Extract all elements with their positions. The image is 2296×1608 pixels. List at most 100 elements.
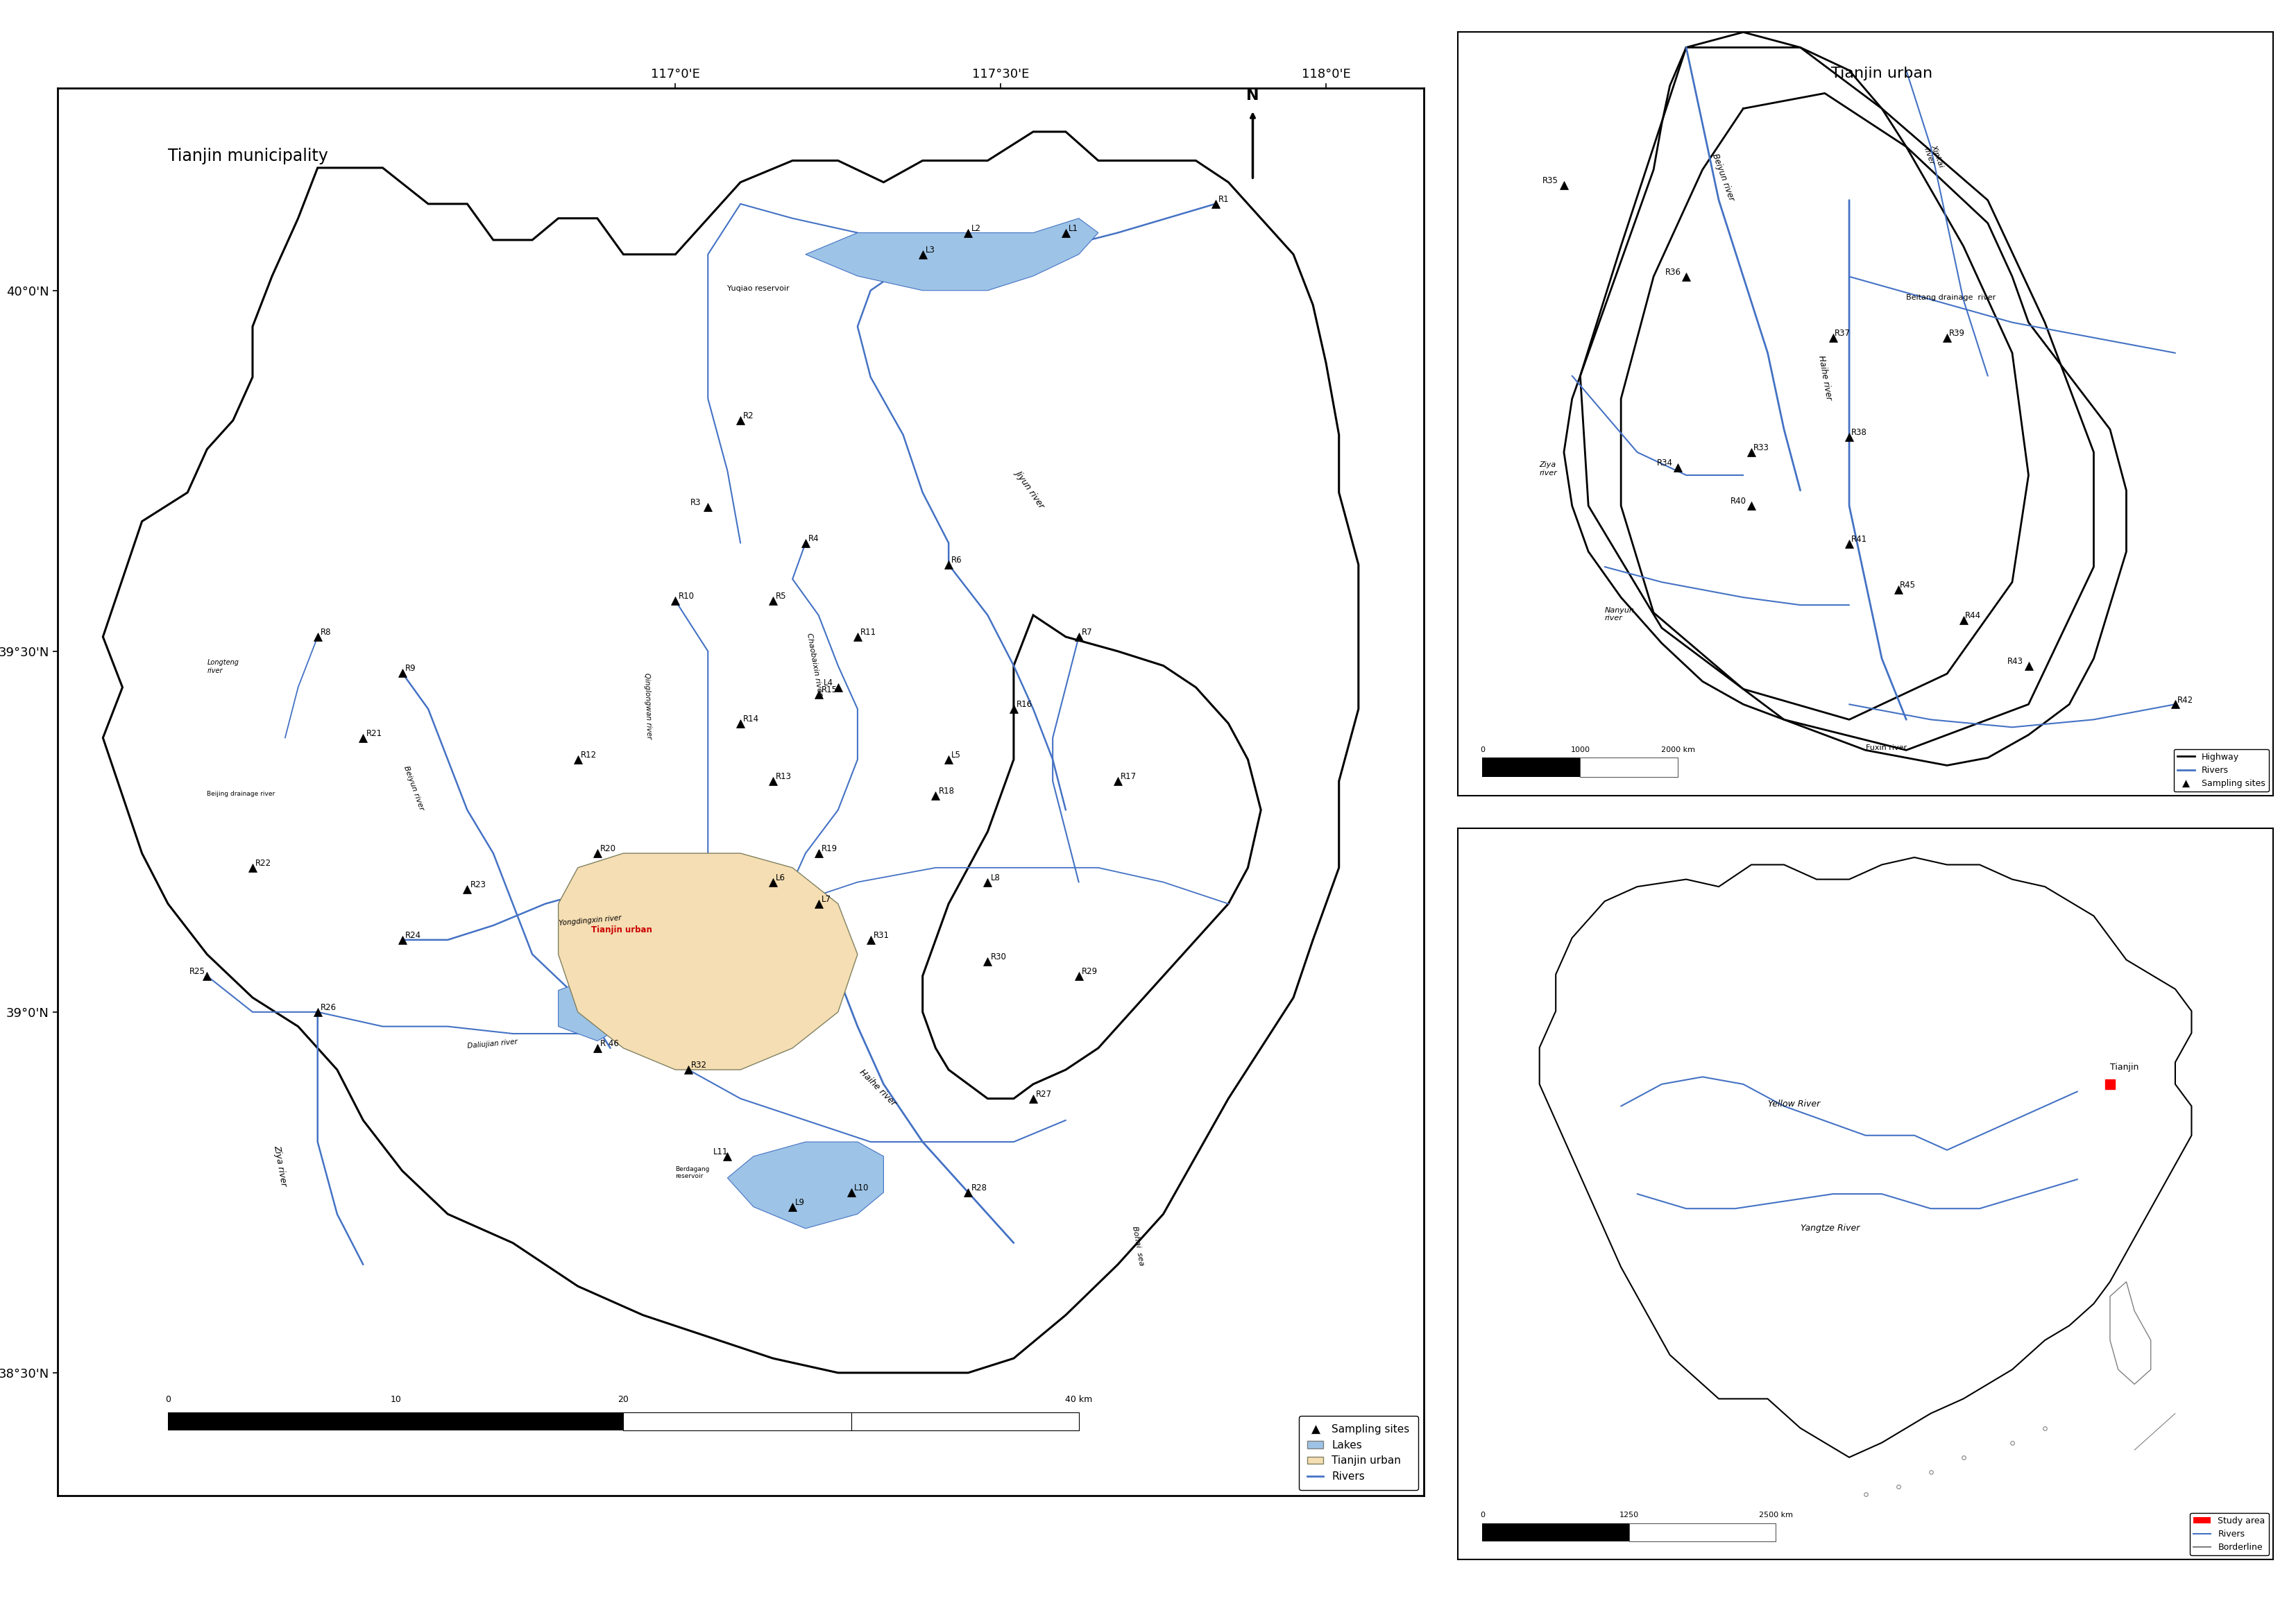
Text: Fuxin river: Fuxin river: [1864, 745, 1906, 751]
Text: 40 km: 40 km: [1065, 1394, 1093, 1404]
Polygon shape: [1564, 32, 2126, 765]
Text: R24: R24: [404, 931, 420, 941]
Text: R22: R22: [255, 859, 271, 868]
Text: 20: 20: [618, 1394, 629, 1404]
Text: R43: R43: [2007, 658, 2023, 666]
Text: Daliujian river: Daliujian river: [468, 1039, 519, 1050]
Text: R21: R21: [365, 728, 381, 738]
Text: Beijing drainage river: Beijing drainage river: [207, 791, 276, 798]
Text: 0: 0: [165, 1394, 170, 1404]
Text: Tianjin municipality: Tianjin municipality: [168, 148, 328, 164]
Text: Yuqiao reservoir: Yuqiao reservoir: [728, 285, 790, 293]
Text: R20: R20: [599, 844, 615, 854]
Text: R12: R12: [581, 751, 597, 759]
Text: Tianjin urban: Tianjin urban: [590, 926, 652, 934]
Text: L6: L6: [776, 873, 785, 883]
Text: 2000 km: 2000 km: [1660, 746, 1694, 753]
Text: R36: R36: [1665, 267, 1681, 277]
Text: Ziya
river: Ziya river: [1538, 461, 1557, 476]
Text: R26: R26: [321, 1003, 338, 1011]
Polygon shape: [103, 132, 1359, 1373]
Text: R17: R17: [1120, 772, 1137, 781]
Text: R4: R4: [808, 534, 820, 544]
Text: R41: R41: [1851, 535, 1867, 544]
Text: L4: L4: [824, 679, 833, 688]
Text: L10: L10: [854, 1183, 868, 1193]
Text: R33: R33: [1754, 444, 1770, 452]
Text: R7: R7: [1081, 629, 1093, 637]
Text: Chaobaixin river: Chaobaixin river: [806, 632, 824, 696]
Text: R10: R10: [677, 592, 693, 601]
Text: R42: R42: [2177, 695, 2193, 704]
Text: R31: R31: [872, 931, 889, 941]
Text: Nanyun
river: Nanyun river: [1605, 606, 1635, 622]
Text: Tianjin urban: Tianjin urban: [1832, 68, 1933, 80]
Text: Xinkai
river: Xinkai river: [1922, 143, 1945, 170]
Text: Beitang drainage  river: Beitang drainage river: [1906, 294, 1995, 301]
Legend: Sampling sites, Lakes, Tianjin urban, Rivers: Sampling sites, Lakes, Tianjin urban, Ri…: [1300, 1415, 1419, 1491]
Text: L8: L8: [990, 873, 1001, 883]
Text: R8: R8: [321, 629, 331, 637]
Text: Yongdingxin river: Yongdingxin river: [558, 915, 622, 926]
Text: R23: R23: [471, 881, 487, 889]
Text: R11: R11: [861, 629, 877, 637]
Text: R5: R5: [776, 592, 788, 601]
Text: 0: 0: [1481, 1512, 1486, 1518]
Text: 10: 10: [390, 1394, 402, 1404]
Text: 2500 km: 2500 km: [1759, 1512, 1793, 1518]
Legend: Highway, Rivers, Sampling sites: Highway, Rivers, Sampling sites: [2174, 749, 2268, 791]
Text: Yellow River: Yellow River: [1768, 1100, 1821, 1108]
Text: R40: R40: [1731, 497, 1747, 507]
Text: N: N: [1247, 88, 1258, 103]
Text: L2: L2: [971, 224, 980, 233]
Text: 1250: 1250: [1619, 1512, 1639, 1518]
Polygon shape: [558, 976, 625, 1040]
Text: R2: R2: [744, 412, 753, 421]
Text: L11: L11: [714, 1148, 728, 1156]
Text: L9: L9: [794, 1198, 806, 1208]
Text: R44: R44: [1965, 611, 1981, 621]
Text: R35: R35: [1543, 175, 1559, 185]
Text: R45: R45: [1901, 580, 1915, 590]
Polygon shape: [1538, 857, 2190, 1457]
Text: R29: R29: [1081, 966, 1097, 976]
Text: L1: L1: [1068, 224, 1079, 233]
Text: R38: R38: [1851, 428, 1867, 437]
Text: Berdagang
reservoir: Berdagang reservoir: [675, 1166, 709, 1179]
Text: R39: R39: [1949, 328, 1965, 338]
Text: R37: R37: [1835, 328, 1851, 338]
Text: R16: R16: [1017, 699, 1033, 709]
Text: R9: R9: [404, 664, 416, 674]
Text: R30: R30: [990, 952, 1006, 962]
Text: R 46: R 46: [599, 1039, 620, 1048]
Text: Bohai  sea: Bohai sea: [1132, 1225, 1146, 1265]
Text: Yangtze River: Yangtze River: [1800, 1224, 1860, 1233]
Text: R27: R27: [1035, 1090, 1052, 1098]
Text: R3: R3: [691, 498, 700, 507]
Text: L7: L7: [822, 896, 831, 904]
Text: Beiyun river: Beiyun river: [402, 765, 425, 812]
Text: Haihe river: Haihe river: [859, 1068, 898, 1108]
Legend: Study area, Rivers, Borderline: Study area, Rivers, Borderline: [2190, 1513, 2268, 1555]
Polygon shape: [2110, 1282, 2151, 1384]
Polygon shape: [923, 616, 1261, 1098]
Text: R18: R18: [939, 786, 955, 796]
Text: R6: R6: [951, 556, 962, 564]
Text: R32: R32: [691, 1061, 707, 1069]
Text: Qinglongwan river: Qinglongwan river: [643, 672, 652, 740]
Text: R19: R19: [822, 844, 838, 854]
Text: Beiyun river: Beiyun river: [1711, 153, 1736, 203]
Text: Haihe river: Haihe river: [1816, 355, 1832, 400]
Text: L5: L5: [951, 751, 962, 759]
Polygon shape: [558, 854, 859, 1069]
Polygon shape: [728, 1142, 884, 1229]
Polygon shape: [806, 219, 1097, 291]
Text: Ziya river: Ziya river: [273, 1145, 289, 1187]
Text: R14: R14: [744, 714, 760, 724]
Text: Jiyun river: Jiyun river: [1015, 468, 1047, 510]
Text: R15: R15: [822, 685, 838, 695]
Text: R34: R34: [1658, 458, 1674, 468]
Text: Tianjin: Tianjin: [2110, 1063, 2140, 1071]
Text: L3: L3: [925, 246, 934, 254]
Text: R28: R28: [971, 1183, 987, 1193]
